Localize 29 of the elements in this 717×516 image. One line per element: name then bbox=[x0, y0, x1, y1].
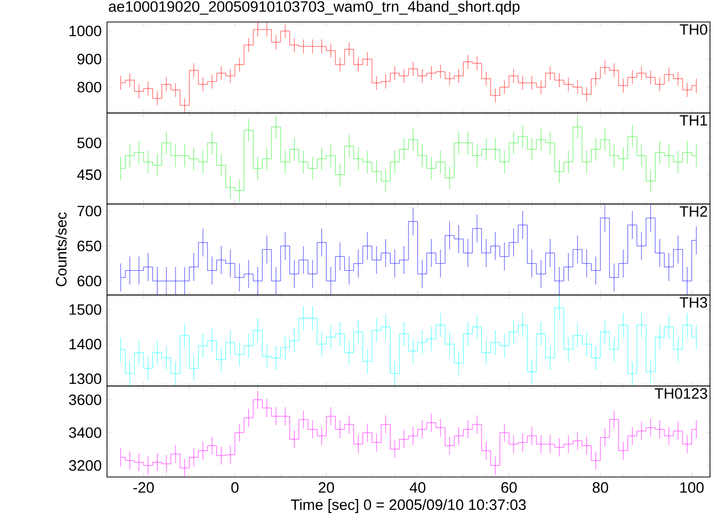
chart-title: ae100019020_20050910103703_wam0_trn_4band_short.qdp bbox=[108, 0, 520, 15]
series-label: TH3 bbox=[680, 297, 708, 308]
x-axis-title: Time [sec] 0 = 2005/09/10 10:37:03 bbox=[290, 499, 526, 513]
y-tick-label: 700 bbox=[78, 206, 102, 216]
y-tick-label: 650 bbox=[78, 240, 102, 252]
y-tick-label: 3200 bbox=[69, 460, 102, 471]
x-tick-label: 100 bbox=[680, 482, 704, 493]
y-tick-label: 1300 bbox=[70, 373, 102, 384]
y-tick-label: 1500 bbox=[70, 304, 102, 315]
x-tick-label: 20 bbox=[318, 482, 334, 493]
y-tick-label: 1000 bbox=[70, 26, 102, 36]
y-tick-label: 450 bbox=[77, 169, 102, 180]
x-tick-label: -20 bbox=[133, 482, 154, 493]
y-tick-label: 900 bbox=[77, 54, 102, 64]
y-tick-label: 3600 bbox=[69, 394, 102, 406]
series-label: TH2 bbox=[680, 206, 708, 217]
text: TH0 bbox=[680, 24, 708, 35]
x-tick-label: 60 bbox=[501, 482, 517, 493]
y-tick-label: 600 bbox=[78, 276, 102, 286]
y-axis-title: Counts/sec bbox=[56, 212, 67, 286]
series-label: TH1 bbox=[680, 115, 708, 126]
y-tick-label: 500 bbox=[77, 138, 102, 148]
y-tick-label: 3400 bbox=[69, 427, 102, 438]
x-tick-label: 0 bbox=[231, 482, 238, 493]
y-tick-label: 1400 bbox=[70, 338, 102, 350]
y-tick-label: 800 bbox=[77, 82, 102, 92]
x-tick-label: 80 bbox=[592, 482, 608, 493]
series-label: TH0123 bbox=[654, 388, 708, 399]
x-tick-label: 40 bbox=[410, 482, 426, 493]
